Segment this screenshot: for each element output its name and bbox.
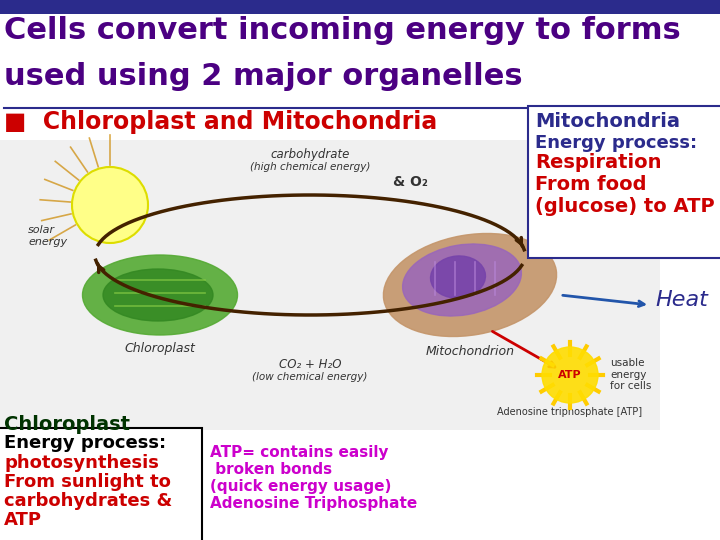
- Ellipse shape: [431, 256, 485, 298]
- Text: Chloroplast: Chloroplast: [125, 342, 195, 355]
- Text: Energy process:: Energy process:: [535, 134, 697, 152]
- FancyBboxPatch shape: [0, 0, 720, 14]
- Text: Cells convert incoming energy to forms: Cells convert incoming energy to forms: [4, 16, 680, 45]
- Text: ■  Chloroplast and Mitochondria: ■ Chloroplast and Mitochondria: [4, 110, 437, 134]
- Text: carbohydrate: carbohydrate: [270, 148, 350, 161]
- Ellipse shape: [402, 244, 521, 316]
- Text: usable
energy
for cells: usable energy for cells: [610, 358, 652, 391]
- Text: Mitochondria: Mitochondria: [535, 112, 680, 131]
- Text: carbohydrates &: carbohydrates &: [4, 492, 172, 510]
- Text: ATP= contains easily: ATP= contains easily: [210, 445, 389, 460]
- Text: ATP: ATP: [4, 511, 42, 529]
- Ellipse shape: [383, 233, 557, 336]
- Ellipse shape: [83, 255, 238, 335]
- Text: From sunlight to: From sunlight to: [4, 473, 171, 491]
- Text: & O₂: & O₂: [392, 175, 428, 189]
- Text: Heat: Heat: [655, 290, 708, 310]
- Text: (high chemical energy): (high chemical energy): [250, 162, 370, 172]
- Text: used using 2 major organelles: used using 2 major organelles: [4, 62, 523, 91]
- Text: Energy process:: Energy process:: [4, 434, 166, 452]
- Text: ATP: ATP: [558, 370, 582, 380]
- Text: photosynthesis: photosynthesis: [4, 454, 159, 472]
- Text: broken bonds: broken bonds: [210, 462, 332, 477]
- Circle shape: [72, 167, 148, 243]
- Text: Adenosine triphosphate [ATP]: Adenosine triphosphate [ATP]: [498, 407, 642, 417]
- FancyBboxPatch shape: [0, 428, 202, 540]
- Text: From food: From food: [535, 175, 647, 194]
- Text: (quick energy usage): (quick energy usage): [210, 479, 392, 494]
- Text: (glucose) to ATP: (glucose) to ATP: [535, 197, 715, 216]
- Text: Mitochondrion: Mitochondrion: [426, 345, 515, 358]
- Text: Chloroplast: Chloroplast: [4, 415, 130, 434]
- FancyBboxPatch shape: [0, 140, 660, 430]
- Text: Adenosine Triphosphate: Adenosine Triphosphate: [210, 496, 418, 511]
- Text: solar
energy: solar energy: [28, 225, 67, 247]
- Text: CO₂ + H₂O: CO₂ + H₂O: [279, 358, 341, 371]
- Circle shape: [542, 347, 598, 403]
- Ellipse shape: [103, 269, 213, 321]
- FancyBboxPatch shape: [528, 106, 720, 258]
- Text: Respiration: Respiration: [535, 153, 662, 172]
- Text: (low chemical energy): (low chemical energy): [252, 372, 368, 382]
